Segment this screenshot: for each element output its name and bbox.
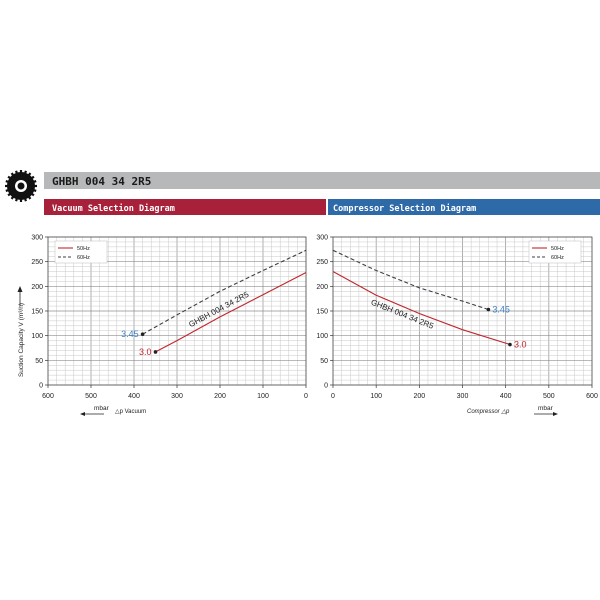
y-tick-label: 0 <box>39 383 43 390</box>
gear-tooth <box>32 188 37 192</box>
model-header-band <box>44 172 600 189</box>
x-tick-label: 0 <box>331 393 335 400</box>
gear-tooth <box>30 192 35 197</box>
compressor-x-label: Compressor △p <box>467 409 510 415</box>
x-tick-label: 200 <box>413 393 425 400</box>
vacuum-chart: 0 50 100 150 200 250 300 600 500 400 300 200 100 0 3.0… <box>31 235 308 401</box>
legend-label-50hz: 50Hz <box>551 246 564 252</box>
legend-label-50hz: 50Hz <box>77 246 90 252</box>
x-tick-label: 200 <box>214 393 226 400</box>
x-tick-label: 400 <box>128 393 140 400</box>
series-line-50hz <box>155 272 307 353</box>
y-tick-label: 100 <box>31 333 43 340</box>
gear-tooth <box>23 170 27 175</box>
y-tick-label: 200 <box>316 284 328 291</box>
endpoint-label-50hz: 3.0 <box>514 340 527 350</box>
vacuum-x-label: △p Vacuum <box>115 409 146 415</box>
vacuum-x-unit: mbar <box>94 405 110 412</box>
x-tick-label: 600 <box>586 393 598 400</box>
endpoint-marker <box>153 350 158 354</box>
y-tick-label: 250 <box>31 259 43 266</box>
endpoint-label-60hz: 3.45 <box>492 305 510 315</box>
endpoint-marker <box>140 332 145 336</box>
gear-tooth <box>15 170 19 175</box>
y-tick-label: 200 <box>31 284 43 291</box>
gear-tooth <box>10 172 15 177</box>
series-line-60hz <box>332 249 489 311</box>
x-tick-label: 0 <box>304 393 308 400</box>
y-tick-label: 150 <box>316 309 328 316</box>
legend-label-60hz: 60Hz <box>551 255 564 261</box>
x-tick-label: 100 <box>257 393 269 400</box>
x-tick-label: 500 <box>543 393 555 400</box>
x-tick-label: 300 <box>171 393 183 400</box>
endpoint-label-60hz: 3.45 <box>121 329 139 339</box>
y-axis-title: Suction Capacity V (m³/h) <box>17 286 25 377</box>
vacuum-panel-header <box>44 199 326 215</box>
gear-tooth <box>7 175 12 180</box>
endpoint-label-50hz: 3.0 <box>139 347 152 357</box>
y-tick-label: 50 <box>320 358 328 365</box>
gear-tooth <box>23 197 27 202</box>
gear-tooth <box>7 192 12 197</box>
vacuum-x-arrow-head-icon <box>80 412 85 416</box>
compressor-x-unit: mbar <box>538 405 554 412</box>
y-tick-label: 150 <box>31 309 43 316</box>
compressor-panel-title: Compressor Selection Diagram <box>333 203 476 214</box>
endpoint-marker <box>486 307 491 312</box>
gear-tooth <box>30 175 35 180</box>
y-tick-label: 0 <box>324 383 328 390</box>
model-title: GHBH 004 34 2R5 <box>52 175 151 188</box>
x-tick-label: 600 <box>42 393 54 400</box>
series-line-60hz <box>142 249 307 335</box>
y-tick-label: 300 <box>31 235 43 242</box>
y-tick-label: 50 <box>35 358 43 365</box>
x-tick-label: 400 <box>500 393 512 400</box>
x-tick-label: 300 <box>457 393 469 400</box>
gear-tooth <box>5 188 10 192</box>
vacuum-panel-title: Vacuum Selection Diagram <box>52 203 175 214</box>
y-tick-label: 100 <box>316 333 328 340</box>
gear-badge-icon <box>5 170 37 202</box>
compressor-x-arrow-head-icon <box>553 412 558 416</box>
series-line-50hz <box>332 271 511 346</box>
x-tick-label: 100 <box>370 393 382 400</box>
y-axis-arrow-head-icon <box>17 286 23 292</box>
endpoint-marker <box>508 342 512 347</box>
gear-tooth <box>15 197 19 202</box>
compressor-panel-header <box>328 199 600 215</box>
gear-tooth <box>10 195 15 200</box>
gear-tooth <box>27 172 32 177</box>
x-tick-label: 500 <box>85 393 97 400</box>
y-tick-label: 250 <box>316 259 328 266</box>
gear-tooth <box>27 195 32 200</box>
compressor-chart: 0 50 100 150 200 250 300 0 100 200 300 400 500 600 3.0… <box>316 235 598 401</box>
y-tick-label: 300 <box>316 235 328 242</box>
gear-tooth <box>32 180 37 184</box>
gear-tooth <box>5 180 10 184</box>
legend-label-60hz: 60Hz <box>77 255 90 261</box>
y-axis-label: Suction Capacity V (m³/h) <box>18 303 25 377</box>
